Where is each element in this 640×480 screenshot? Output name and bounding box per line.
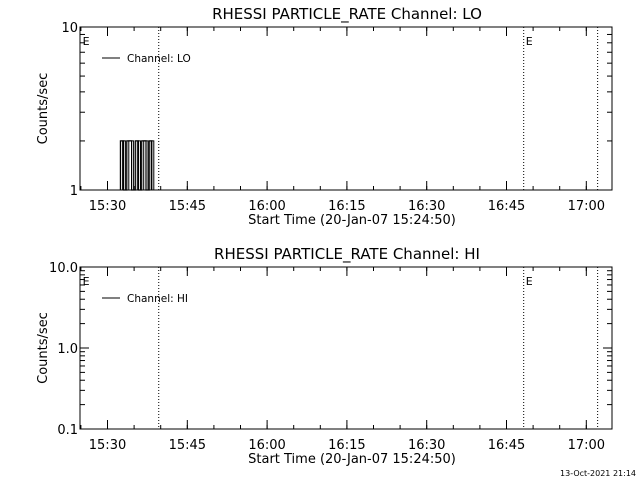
x-tick-label: 16:00: [248, 438, 285, 453]
chart-panel-2: RHESSI PARTICLE_RATE Channel: HI 15:30 15:…: [36, 245, 613, 467]
y-tick-label: 1: [70, 184, 78, 199]
y-axis-label: Counts/sec: [36, 312, 51, 384]
x-tick-label: 17:00: [568, 199, 605, 214]
event-marker-label: E: [526, 275, 533, 288]
x-tick-label: 16:45: [488, 199, 525, 214]
y-tick-label: 1.0: [57, 342, 78, 357]
legend-label: Channel: HI: [127, 293, 188, 305]
y-tick-label: 10.0: [49, 261, 78, 276]
x-tick-label: 15:30: [89, 438, 126, 453]
x-tick-label: 16:30: [408, 199, 445, 214]
x-tick-label: 15:45: [169, 438, 206, 453]
event-marker-label: E: [83, 275, 90, 288]
footer-timestamp: 13-Oct-2021 21:14: [560, 469, 636, 478]
chart-panel-1: RHESSI PARTICLE_RATE Channel: LO 15:30 15:…: [36, 5, 613, 228]
legend-label: Channel: LO: [127, 53, 191, 65]
x-tick-label: 15:45: [169, 199, 206, 214]
event-marker-label: E: [526, 35, 533, 48]
plot-frame: [79, 26, 613, 191]
x-tick-label: 17:00: [568, 438, 605, 453]
y-tick-label: 0.1: [57, 423, 78, 438]
y-axis-label: Counts/sec: [36, 73, 51, 145]
x-tick-label: 16:45: [488, 438, 525, 453]
x-tick-label: 16:00: [248, 199, 285, 214]
event-marker-label: E: [83, 35, 90, 48]
y-tick-label: 10: [61, 21, 78, 36]
x-axis-label: Start Time (20-Jan-07 15:24:50): [248, 213, 456, 228]
chart-title: RHESSI PARTICLE_RATE Channel: HI: [214, 245, 480, 264]
x-tick-label: 16:15: [328, 438, 365, 453]
chart-title: RHESSI PARTICLE_RATE Channel: LO: [212, 5, 482, 24]
x-tick-label: 15:30: [89, 199, 126, 214]
x-axis-label: Start Time (20-Jan-07 15:24:50): [248, 452, 456, 467]
series-line-shadow: [121, 140, 155, 191]
x-tick-label: 16:15: [328, 199, 365, 214]
x-tick-label: 16:30: [408, 438, 445, 453]
